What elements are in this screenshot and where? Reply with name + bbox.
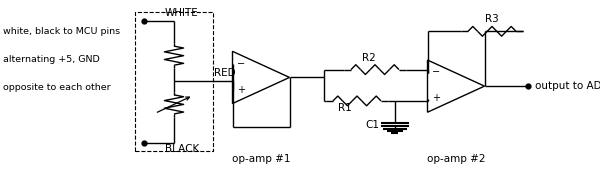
Text: WHITE: WHITE: [165, 8, 199, 18]
Text: op-amp #1: op-amp #1: [232, 154, 290, 164]
Text: alternating +5, GND: alternating +5, GND: [3, 55, 100, 64]
Text: R1: R1: [338, 103, 352, 113]
Text: +: +: [433, 93, 440, 103]
Text: op-amp #2: op-amp #2: [427, 154, 485, 164]
Text: C1: C1: [366, 120, 380, 130]
Text: R2: R2: [362, 53, 376, 63]
Text: R3: R3: [485, 14, 499, 24]
Text: −: −: [238, 58, 245, 69]
Text: −: −: [433, 67, 440, 77]
Text: RED: RED: [214, 68, 236, 78]
Text: +: +: [238, 85, 245, 95]
Text: opposite to each other: opposite to each other: [3, 82, 110, 92]
Text: output to ADC: output to ADC: [535, 81, 600, 91]
Text: white, black to MCU pins: white, black to MCU pins: [3, 27, 120, 36]
Text: BLACK: BLACK: [165, 144, 199, 153]
